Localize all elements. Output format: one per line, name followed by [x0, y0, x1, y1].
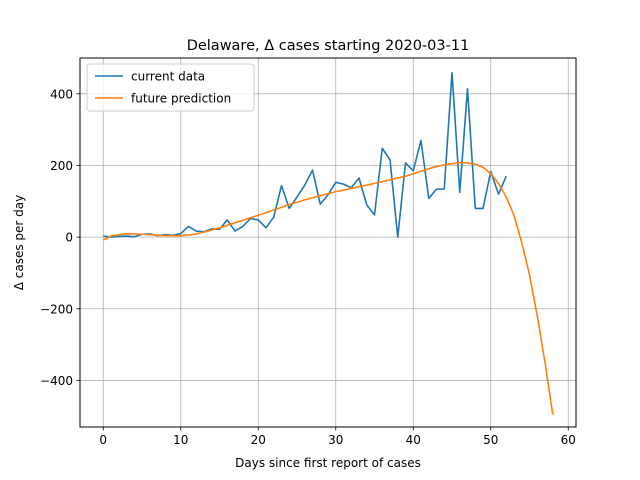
legend-box — [86, 63, 255, 112]
x-tick-label: 40 — [406, 433, 421, 447]
y-tick-label: 0 — [65, 231, 73, 245]
x-tick-label: 30 — [328, 433, 343, 447]
series-lines — [102, 71, 554, 415]
grid — [80, 58, 576, 427]
axis-ticks: 0 10 20 30 40 50 60 −400 −200 0 200 400 — [40, 87, 576, 447]
legend: current data future prediction — [86, 63, 255, 112]
x-axis-title: Days since first report of cases — [235, 456, 421, 470]
plot-frame — [79, 57, 577, 428]
series-line-1 — [102, 161, 554, 415]
y-tick-label: 200 — [50, 159, 73, 173]
x-tick-label: 10 — [173, 433, 188, 447]
chart-title: Delaware, Δ cases starting 2020-03-11 — [187, 38, 470, 54]
y-tick-label: 400 — [50, 87, 73, 101]
legend-label-current-data: current data — [131, 70, 205, 84]
legend-label-future-prediction: future prediction — [131, 92, 231, 106]
x-tick-label: 60 — [561, 433, 576, 447]
x-tick-label: 50 — [483, 433, 498, 447]
y-tick-label: −200 — [40, 302, 73, 316]
x-tick-label: 20 — [251, 433, 266, 447]
y-tick-label: −400 — [40, 374, 73, 388]
y-axis-title: Δ cases per day — [12, 195, 26, 291]
x-tick-label: 0 — [99, 433, 107, 447]
